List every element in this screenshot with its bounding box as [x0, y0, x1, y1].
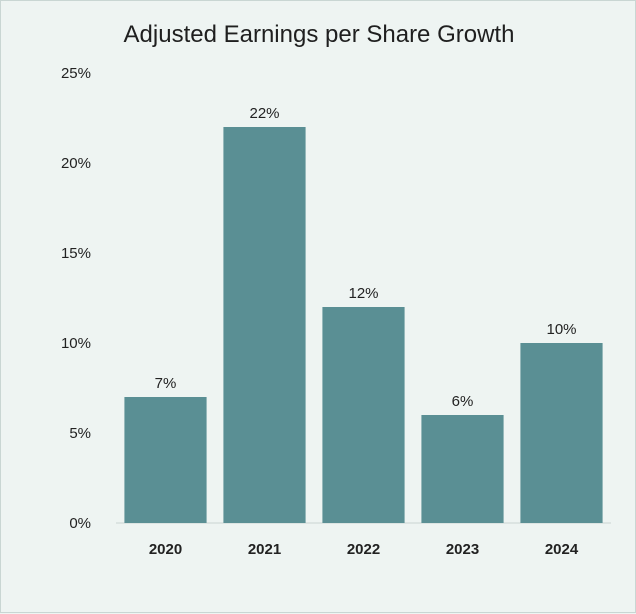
bar-2021: [223, 127, 306, 523]
data-label: 22%: [249, 105, 279, 122]
y-tick-label: 20%: [61, 155, 91, 172]
bar-2023: [421, 415, 504, 523]
y-axis: 0% 5% 10% 15% 20% 25%: [61, 65, 91, 532]
bar-2020: [124, 397, 207, 523]
data-label: 10%: [546, 321, 576, 338]
y-tick-label: 25%: [61, 65, 91, 82]
y-tick-label: 15%: [61, 245, 91, 262]
x-tick-label: 2024: [545, 541, 579, 558]
y-tick-label: 5%: [69, 425, 91, 442]
chart-title: Adjusted Earnings per Share Growth: [124, 21, 515, 48]
data-label: 6%: [452, 393, 474, 410]
x-tick-label: 2021: [248, 541, 281, 558]
x-tick-label: 2023: [446, 541, 479, 558]
y-tick-label: 0%: [69, 515, 91, 532]
y-tick-label: 10%: [61, 335, 91, 352]
data-label: 7%: [155, 375, 177, 392]
x-tick-label: 2020: [149, 541, 182, 558]
x-tick-label: 2022: [347, 541, 380, 558]
bar-2024: [520, 343, 603, 523]
bar-2022: [322, 307, 405, 523]
bars-group: 7% 22% 12% 6% 10%: [124, 105, 603, 523]
x-axis: 2020 2021 2022 2023 2024: [149, 541, 579, 558]
data-label: 12%: [348, 285, 378, 302]
